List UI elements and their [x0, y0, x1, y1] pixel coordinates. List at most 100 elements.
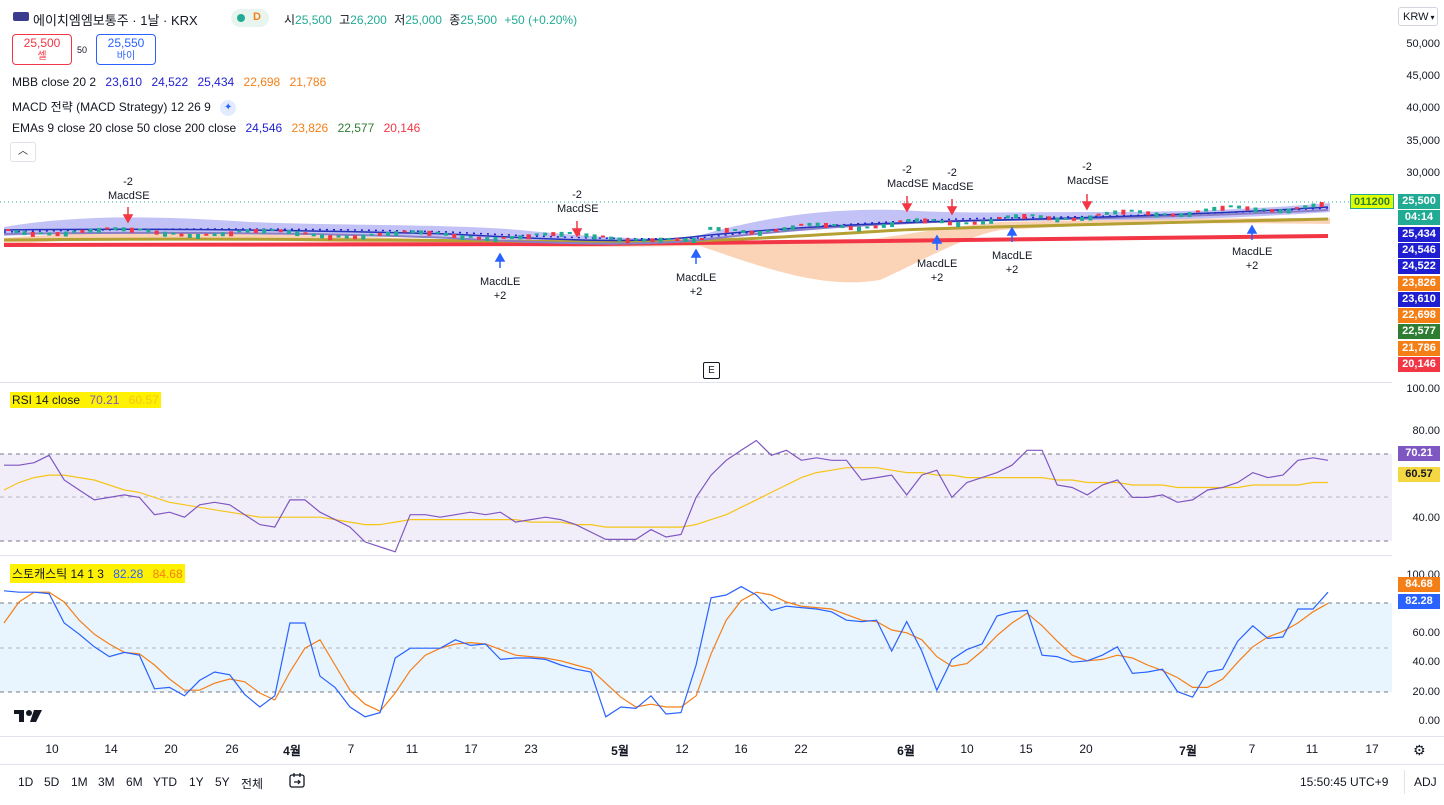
time-axis-tick: 20 — [164, 742, 178, 756]
candle — [435, 231, 440, 234]
earnings-badge[interactable]: E — [703, 362, 720, 379]
long-signal-label: MacdLE +2 — [992, 250, 1033, 276]
candle — [501, 236, 506, 239]
tradingview-logo-icon[interactable] — [14, 708, 44, 724]
stochastic-d-line — [3, 591, 1329, 712]
candle — [1154, 212, 1159, 218]
timeframe-button[interactable]: 전체 — [241, 777, 264, 791]
candle — [253, 229, 258, 233]
candle — [807, 222, 812, 226]
timeframe-button[interactable]: 6M — [126, 775, 143, 789]
candle — [1071, 217, 1076, 221]
timeframe-button[interactable]: 5Y — [215, 775, 230, 789]
candle — [1055, 217, 1060, 223]
time-axis-tick: 15 — [1019, 742, 1033, 756]
candle — [1080, 216, 1085, 221]
delayed-badge: D — [253, 11, 261, 23]
settings-gear-icon[interactable]: ⚙ — [1413, 742, 1426, 758]
time-axis-tick: 7 — [347, 742, 355, 756]
stochastic-chart[interactable] — [0, 556, 1392, 736]
candle — [964, 222, 969, 225]
long-signal-label: MacdLE +2 — [917, 258, 958, 284]
short-signal-label: -2 MacdSE — [1067, 161, 1109, 187]
candle — [667, 238, 671, 240]
candle — [113, 227, 118, 231]
adjust-data-toggle[interactable]: ADJ — [1414, 775, 1437, 789]
timeframe-button[interactable]: 1Y — [189, 775, 204, 789]
candle — [972, 221, 977, 225]
clock-timezone[interactable]: 15:50:45 UTC+9 — [1300, 775, 1389, 789]
candle — [873, 225, 878, 229]
candle — [1195, 210, 1200, 213]
candle — [1038, 215, 1043, 219]
rsi-axis-label: 40.00 — [1412, 512, 1440, 524]
date-range-calendar-icon[interactable] — [288, 771, 306, 789]
toolbar-divider — [1404, 770, 1405, 794]
candle — [898, 220, 903, 223]
rsi-chart[interactable] — [0, 383, 1392, 555]
candle — [1187, 212, 1192, 218]
candle — [733, 229, 738, 231]
candle — [163, 231, 167, 237]
timeframe-button[interactable]: 3M — [98, 775, 115, 789]
candle — [1270, 209, 1275, 213]
time-axis-tick: 23 — [524, 742, 538, 756]
candle — [410, 230, 415, 234]
emas-legend[interactable]: EMAs 9 close 20 close 50 close 200 close… — [12, 121, 421, 135]
candle — [80, 229, 85, 233]
candle — [633, 238, 638, 241]
timeframe-button[interactable]: 1D — [18, 775, 34, 789]
stochastic-legend[interactable]: 스토캐스틱 14 1 3 82.28 84.68 — [10, 564, 185, 583]
candle — [609, 236, 614, 240]
candle — [848, 226, 853, 231]
rsi-axis-label: 100.00 — [1406, 383, 1440, 395]
candle — [468, 235, 473, 238]
price-tag: 20,146 — [1398, 357, 1440, 372]
price-tag: 04:14 — [1398, 210, 1440, 226]
price-tag: 22,698 — [1398, 308, 1440, 324]
macd-strategy-legend[interactable]: MACD 전략 (MACD Strategy) 12 26 9 ✦ — [12, 98, 242, 116]
candle — [286, 230, 291, 235]
candle — [931, 219, 936, 222]
pane-separator — [0, 555, 1392, 556]
candle — [1220, 205, 1225, 211]
candle — [220, 232, 225, 237]
candle — [1138, 210, 1142, 214]
collapse-legend-button[interactable]: ︿ — [10, 142, 36, 162]
candle — [1245, 206, 1250, 211]
rsi-legend[interactable]: RSI 14 close 70.21 60.57 — [10, 392, 161, 408]
strategy-report-icon[interactable]: ✦ — [220, 99, 237, 116]
candle — [658, 237, 663, 243]
candle — [72, 230, 77, 233]
candle — [947, 221, 952, 226]
candle — [229, 231, 234, 237]
buy-button[interactable]: 25,550 바이 — [96, 34, 156, 65]
candle — [956, 222, 961, 228]
candle — [1171, 213, 1175, 217]
candle — [1047, 216, 1052, 221]
stochastic-d-tag: 84.68 — [1398, 577, 1440, 592]
candle — [402, 230, 407, 233]
mbb-legend[interactable]: MBB close 20 2 23,610 24,522 25,434 22,6… — [12, 75, 327, 89]
timeframe-button[interactable]: 1M — [71, 775, 88, 789]
time-axis-tick: 7월 — [1179, 744, 1197, 758]
market-status-badge[interactable]: D — [231, 9, 269, 27]
timeframe-button[interactable]: 5D — [44, 775, 60, 789]
price-tag: 24,546 — [1398, 242, 1440, 258]
candle — [295, 231, 300, 237]
currency-selector[interactable]: KRW ▾ — [1398, 7, 1438, 26]
timeframe-button[interactable]: YTD — [153, 775, 177, 789]
main-price-chart[interactable] — [0, 0, 1392, 740]
candle — [799, 223, 804, 226]
candle — [650, 238, 655, 243]
symbol-title[interactable]: 에이치엠엠보통주 · 1날 · KRX — [33, 13, 198, 28]
candle — [204, 233, 209, 236]
time-axis-border — [0, 736, 1444, 737]
sell-button[interactable]: 25,500 셀 — [12, 34, 72, 65]
price-axis-label: 40,000 — [1406, 102, 1440, 114]
candle — [857, 226, 861, 232]
candle — [906, 219, 911, 222]
short-signal-label: -2 MacdSE — [108, 176, 150, 202]
candlestick-series — [6, 202, 1324, 244]
price-tag: 23,826 — [1398, 275, 1440, 291]
